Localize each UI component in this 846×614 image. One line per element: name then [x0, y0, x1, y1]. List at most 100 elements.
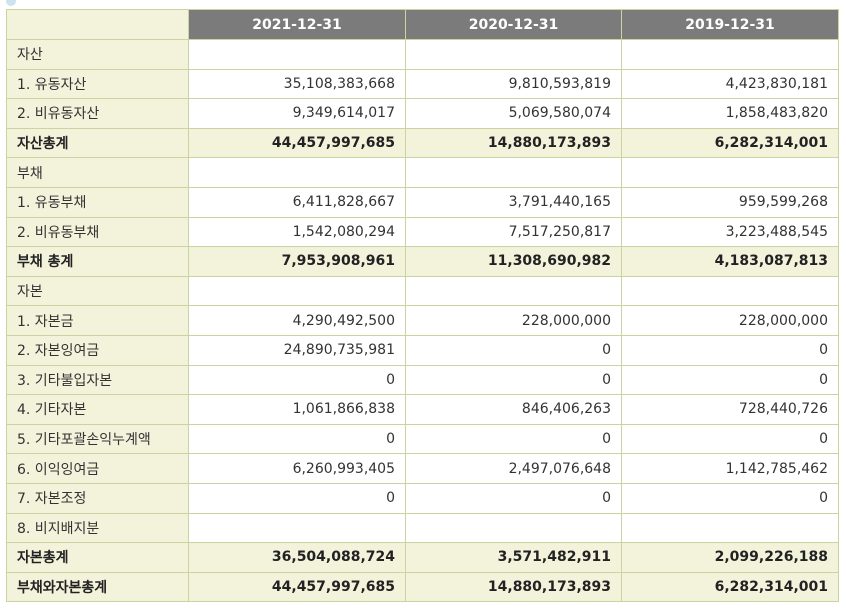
header-corner-cell — [7, 10, 189, 40]
value-cell: 4,290,492,500 — [189, 306, 406, 336]
table-row: 1. 유동부채 6,411,828,667 3,791,440,165 959,599… — [7, 187, 839, 218]
value-cell: 9,349,614,017 — [189, 99, 406, 129]
row-label: 부채 — [7, 158, 189, 188]
table-row: 8. 비지배지분 — [7, 513, 839, 544]
table-body: 자산 1. 유동자산 35,108,383,668 9,810,593,819 4,42… — [7, 40, 839, 603]
value-cell: 24,890,735,981 — [189, 335, 406, 366]
table-row: 7. 자본조정 0 0 0 — [7, 483, 839, 514]
value-cell — [406, 158, 622, 188]
value-cell: 44,457,997,685 — [189, 572, 406, 603]
row-label: 자본총계 — [7, 543, 189, 573]
value-cell: 959,599,268 — [622, 187, 839, 218]
value-cell — [406, 40, 622, 70]
table-row: 5. 기타포괄손익누계액 0 0 0 — [7, 424, 839, 455]
total-row: 부채 총계 7,953,908,961 11,308,690,982 4,183,08… — [7, 247, 839, 277]
value-cell: 228,000,000 — [622, 306, 839, 336]
value-cell — [406, 513, 622, 544]
value-cell: 6,411,828,667 — [189, 187, 406, 218]
value-cell: 4,183,087,813 — [622, 247, 839, 277]
row-label: 2. 자본잉여금 — [7, 335, 189, 366]
value-cell: 3,571,482,911 — [406, 543, 622, 573]
header-row: 2021-12-31 2020-12-31 2019-12-31 — [7, 10, 839, 40]
value-cell: 1,858,483,820 — [622, 99, 839, 129]
row-label: 8. 비지배지분 — [7, 513, 189, 544]
value-cell: 0 — [406, 483, 622, 514]
table-row: 2. 비유동자산 9,349,614,017 5,069,580,074 1,858,… — [7, 99, 839, 129]
row-label: 1. 유동부채 — [7, 187, 189, 218]
value-cell: 5,069,580,074 — [406, 99, 622, 129]
value-cell: 228,000,000 — [406, 306, 622, 336]
table-row: 1. 유동자산 35,108,383,668 9,810,593,819 4,423,… — [7, 69, 839, 100]
column-header-2020[interactable]: 2020-12-31 — [406, 10, 622, 40]
value-cell: 1,542,080,294 — [189, 217, 406, 248]
total-row: 자본총계 36,504,088,724 3,571,482,911 2,099,226… — [7, 543, 839, 573]
column-header-2021[interactable]: 2021-12-31 — [189, 10, 406, 40]
value-cell: 11,308,690,982 — [406, 247, 622, 277]
circle-icon — [6, 0, 16, 6]
value-cell: 3,223,488,545 — [622, 217, 839, 248]
value-cell: 1,142,785,462 — [622, 454, 839, 484]
table-row: 3. 기타불입자본 0 0 0 — [7, 365, 839, 396]
value-cell: 36,504,088,724 — [189, 543, 406, 573]
value-cell: 0 — [622, 365, 839, 396]
row-label: 자산 — [7, 40, 189, 70]
value-cell — [189, 276, 406, 307]
value-cell: 9,810,593,819 — [406, 69, 622, 100]
value-cell — [622, 158, 839, 188]
row-label: 2. 비유동자산 — [7, 99, 189, 129]
section-row: 부채 — [7, 158, 839, 188]
value-cell: 6,282,314,001 — [622, 572, 839, 603]
table-row: 1. 자본금 4,290,492,500 228,000,000 228,000,00… — [7, 306, 839, 336]
value-cell: 0 — [406, 365, 622, 396]
value-cell: 7,517,250,817 — [406, 217, 622, 248]
value-cell — [189, 513, 406, 544]
value-cell: 4,423,830,181 — [622, 69, 839, 100]
row-label: 1. 자본금 — [7, 306, 189, 336]
total-row: 자산총계 44,457,997,685 14,880,173,893 6,282,31… — [7, 128, 839, 159]
value-cell: 0 — [189, 424, 406, 455]
value-cell: 7,953,908,961 — [189, 247, 406, 277]
row-label: 2. 비유동부채 — [7, 217, 189, 248]
row-label: 5. 기타포괄손익누계액 — [7, 424, 189, 455]
value-cell: 0 — [622, 424, 839, 455]
row-label: 6. 이익잉여금 — [7, 454, 189, 484]
table-row: 2. 비유동부채 1,542,080,294 7,517,250,817 3,223,… — [7, 217, 839, 248]
balance-sheet-table: 2021-12-31 2020-12-31 2019-12-31 자산 1. 유동… — [6, 9, 839, 603]
value-cell: 0 — [189, 365, 406, 396]
value-cell: 6,260,993,405 — [189, 454, 406, 484]
value-cell: 728,440,726 — [622, 395, 839, 425]
value-cell — [189, 158, 406, 188]
table-row: 6. 이익잉여금 6,260,993,405 2,497,076,648 1,142,… — [7, 454, 839, 484]
value-cell — [406, 276, 622, 307]
row-label: 7. 자본조정 — [7, 483, 189, 514]
value-cell: 14,880,173,893 — [406, 572, 622, 603]
value-cell: 44,457,997,685 — [189, 128, 406, 159]
value-cell — [622, 513, 839, 544]
table-row: 2. 자본잉여금 24,890,735,981 0 0 — [7, 335, 839, 366]
row-label: 3. 기타불입자본 — [7, 365, 189, 396]
column-header-2019[interactable]: 2019-12-31 — [622, 10, 839, 40]
section-row: 자산 — [7, 40, 839, 70]
value-cell: 3,791,440,165 — [406, 187, 622, 218]
section-row: 자본 — [7, 276, 839, 307]
value-cell — [622, 40, 839, 70]
row-label: 자산총계 — [7, 128, 189, 159]
row-label: 4. 기타자본 — [7, 395, 189, 425]
table-row: 4. 기타자본 1,061,866,838 846,406,263 728,440,7… — [7, 395, 839, 425]
balance-sheet-container: 2021-12-31 2020-12-31 2019-12-31 자산 1. 유동… — [6, 9, 839, 603]
value-cell: 846,406,263 — [406, 395, 622, 425]
value-cell: 0 — [189, 483, 406, 514]
value-cell: 6,282,314,001 — [622, 128, 839, 159]
value-cell: 0 — [622, 483, 839, 514]
value-cell: 0 — [406, 424, 622, 455]
total-row: 부채와자본총계 44,457,997,685 14,880,173,893 6,282… — [7, 572, 839, 603]
row-label: 부채 총계 — [7, 247, 189, 277]
value-cell: 2,497,076,648 — [406, 454, 622, 484]
value-cell — [189, 40, 406, 70]
value-cell: 0 — [406, 335, 622, 366]
value-cell — [622, 276, 839, 307]
row-label: 부채와자본총계 — [7, 572, 189, 603]
value-cell: 35,108,383,668 — [189, 69, 406, 100]
row-label: 1. 유동자산 — [7, 69, 189, 100]
value-cell: 1,061,866,838 — [189, 395, 406, 425]
